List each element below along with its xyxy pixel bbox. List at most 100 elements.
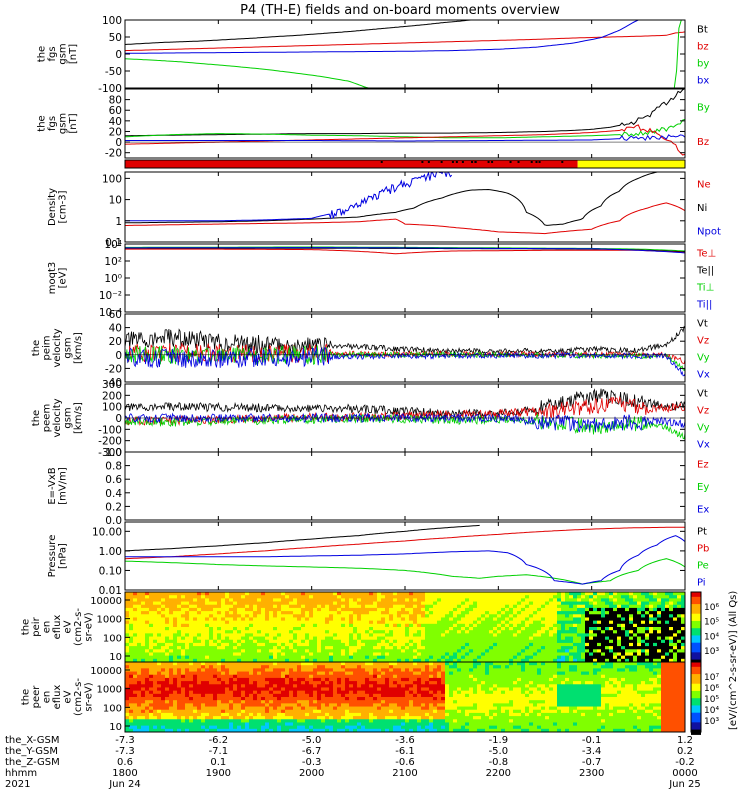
peir_spectrogram-cell bbox=[629, 624, 633, 628]
peir_spectrogram-cell bbox=[269, 646, 273, 650]
peir_spectrogram-cell bbox=[321, 617, 325, 621]
peir_spectrogram-cell bbox=[581, 656, 585, 660]
peer_spectrogram-cell bbox=[173, 665, 177, 669]
peir_spectrogram-cell bbox=[405, 637, 409, 641]
peer_spectrogram-cell bbox=[161, 707, 165, 711]
peir_spectrogram-cell bbox=[321, 611, 325, 615]
peir_spectrogram-cell bbox=[429, 627, 433, 631]
peer_spectrogram-cell bbox=[233, 687, 237, 691]
peir_spectrogram-cell bbox=[377, 605, 381, 609]
peir_spectrogram-ylabel-line: (cm2-s- bbox=[73, 608, 84, 646]
peir_spectrogram-cell bbox=[505, 608, 509, 612]
peir_spectrogram-cell bbox=[345, 656, 349, 660]
peir_spectrogram-cell bbox=[165, 624, 169, 628]
peer_spectrogram-cell bbox=[173, 681, 177, 685]
peir_spectrogram-cell bbox=[545, 614, 549, 618]
peer_spectrogram-cell bbox=[313, 700, 317, 704]
peir_spectrogram-cell bbox=[257, 656, 261, 660]
peir_spectrogram-cell bbox=[141, 611, 145, 615]
peir_spectrogram-cell bbox=[501, 640, 505, 644]
fgs_gse-ylabel-line: gsm bbox=[57, 113, 68, 134]
peer_spectrogram-cell bbox=[129, 716, 133, 720]
peir_spectrogram-cell bbox=[245, 602, 249, 606]
peir_spectrogram-cell bbox=[425, 643, 429, 647]
peir_spectrogram-cell bbox=[333, 602, 337, 606]
peir_spectrogram-cell bbox=[489, 646, 493, 650]
peer_spectrogram-cell bbox=[133, 697, 137, 701]
peir_spectrogram-cell bbox=[581, 640, 585, 644]
efield-ytick-label: 0.0 bbox=[105, 515, 122, 527]
peer_spectrogram-cell bbox=[361, 697, 365, 701]
peir_spectrogram-cell bbox=[549, 598, 553, 602]
peer_spectrogram-cell bbox=[321, 722, 325, 726]
peer_spectrogram-cell bbox=[137, 675, 141, 679]
peir_spectrogram-cell bbox=[221, 656, 225, 660]
peir_spectrogram-cell bbox=[645, 633, 649, 637]
peir_spectrogram-cell bbox=[153, 652, 157, 656]
peir_spectrogram-cell bbox=[561, 602, 565, 606]
peir_spectrogram-cell bbox=[437, 649, 441, 653]
peir_spectrogram-cell bbox=[497, 646, 501, 650]
peir_spectrogram-cell bbox=[461, 643, 465, 647]
peir_spectrogram-cell bbox=[165, 592, 169, 596]
peir_spectrogram-cell bbox=[161, 630, 165, 634]
peer_spectrogram-cell bbox=[357, 716, 361, 720]
peir_spectrogram-ytick-label: 10000 bbox=[90, 596, 122, 607]
peir_spectrogram-cell bbox=[389, 633, 393, 637]
peir_spectrogram-cell bbox=[629, 637, 633, 641]
peer_spectrogram-cell bbox=[141, 703, 145, 707]
peir_spectrogram-cell bbox=[345, 614, 349, 618]
peir_spectrogram-cell bbox=[597, 617, 601, 621]
peir_spectrogram-cell bbox=[169, 646, 173, 650]
peir_spectrogram-cell bbox=[577, 633, 581, 637]
peir_spectrogram-cell bbox=[445, 598, 449, 602]
peir_spectrogram-cell bbox=[653, 624, 657, 628]
peir_spectrogram-cell bbox=[573, 608, 577, 612]
peir_spectrogram-cell bbox=[161, 614, 165, 618]
peir_spectrogram-cell bbox=[413, 624, 417, 628]
peer_spectrogram-cell bbox=[289, 697, 293, 701]
peir_spectrogram-cell bbox=[501, 624, 505, 628]
peir_spectrogram-cell bbox=[653, 608, 657, 612]
peir_spectrogram-cell bbox=[677, 617, 681, 621]
peer_spectrogram-cell bbox=[373, 700, 377, 704]
peer_spectrogram-cell bbox=[365, 668, 369, 672]
peir_spectrogram-cell bbox=[153, 611, 157, 615]
peir_spectrogram-cell bbox=[393, 627, 397, 631]
peir_spectrogram-cell bbox=[153, 608, 157, 612]
peir_spectrogram-cell bbox=[209, 630, 213, 634]
peir_spectrogram-cell bbox=[505, 602, 509, 606]
peer_spectrogram-cell bbox=[297, 672, 301, 676]
peir_spectrogram-cell bbox=[365, 646, 369, 650]
peir_spectrogram-cell bbox=[593, 640, 597, 644]
peer_spectrogram-cell bbox=[201, 710, 205, 714]
peir_spectrogram-cell bbox=[445, 630, 449, 634]
peer_spectrogram-cell bbox=[249, 684, 253, 688]
peir_spectrogram-cell bbox=[133, 646, 137, 650]
peir_spectrogram-cell bbox=[605, 646, 609, 650]
peir_spectrogram-cell bbox=[581, 633, 585, 637]
peir_spectrogram-cell bbox=[353, 646, 357, 650]
peer_spectrogram-cell bbox=[137, 716, 141, 720]
peir_spectrogram-cell bbox=[165, 605, 169, 609]
peir_spectrogram-cell bbox=[333, 617, 337, 621]
peir_spectrogram-cell bbox=[401, 611, 405, 615]
peir_spectrogram-cell bbox=[141, 624, 145, 628]
peir_spectrogram-cell bbox=[437, 630, 441, 634]
peir_spectrogram-cell bbox=[153, 617, 157, 621]
peer_spectrogram-cell bbox=[205, 691, 209, 695]
peir_spectrogram-cell bbox=[457, 627, 461, 631]
peer_spectrogram-cell bbox=[189, 691, 193, 695]
peir_spectrogram-cell bbox=[433, 637, 437, 641]
peir_spectrogram-cell bbox=[333, 633, 337, 637]
peir_spectrogram-cell bbox=[405, 627, 409, 631]
peer_spectrogram-cell bbox=[193, 675, 197, 679]
peir_spectrogram-cell bbox=[449, 630, 453, 634]
peer_spectrogram-cell bbox=[185, 662, 189, 666]
peir_spectrogram-cell bbox=[621, 652, 625, 656]
peer_spectrogram-cell bbox=[197, 726, 201, 730]
peer_spectrogram-cell bbox=[193, 710, 197, 714]
peer_spectrogram-cell bbox=[345, 672, 349, 676]
